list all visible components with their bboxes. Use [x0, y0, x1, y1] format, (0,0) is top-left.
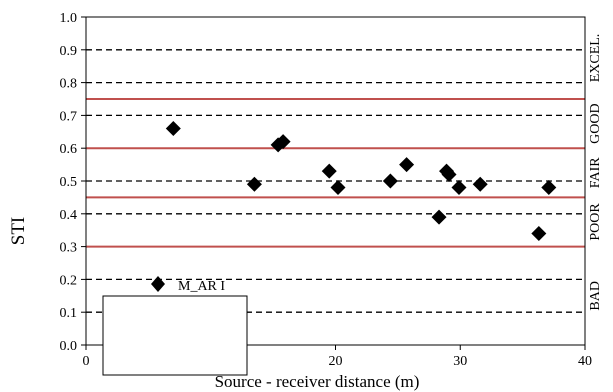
y-axis-label: STI — [8, 217, 29, 246]
data-point — [541, 180, 557, 196]
data-point — [246, 176, 262, 192]
data-point — [531, 225, 547, 241]
legend-series-label: M_AR I — [178, 279, 225, 294]
y-tick-label-7: 0.7 — [60, 109, 78, 124]
data-point — [472, 176, 488, 192]
data-point — [330, 180, 346, 196]
x-tick-label-0: 0 — [83, 354, 90, 369]
data-point — [382, 173, 398, 189]
gridlines — [86, 49, 585, 313]
legend: M_AR I — [102, 276, 248, 376]
threshold-lines — [86, 98, 585, 248]
y-tick-label-10: 1.0 — [60, 11, 78, 26]
y-tick-label-3: 0.3 — [60, 241, 78, 256]
category-labels: BAD POOR FAIR GOOD EXCEL. — [588, 34, 603, 311]
y-tick-label-6: 0.6 — [60, 142, 78, 157]
y-tick-label-4: 0.4 — [60, 208, 78, 223]
y-tick-label-5: 0.5 — [60, 175, 78, 190]
y-axis-ticks: 0.0 0.1 0.2 0.3 0.4 0.5 0.6 0.7 0.8 0.9 1.0 — [60, 11, 86, 354]
data-points — [165, 121, 557, 241]
data-point — [441, 166, 457, 182]
x-tick-label-4: 40 — [578, 354, 592, 369]
x-tick-label-3: 30 — [453, 354, 467, 369]
y-tick-label-8: 0.8 — [60, 77, 78, 92]
x-tick-label-2: 20 — [329, 354, 343, 369]
data-point — [451, 180, 467, 196]
x-axis-label: Source - receiver distance (m) — [215, 372, 420, 391]
category-label-fair: FAIR — [588, 157, 603, 189]
data-point — [431, 209, 447, 225]
y-tick-label-1: 0.1 — [60, 306, 78, 321]
data-point — [399, 157, 415, 173]
data-point — [321, 163, 337, 179]
legend-diamond-marker — [151, 276, 165, 292]
data-point — [165, 121, 181, 137]
category-label-poor: POOR — [588, 203, 603, 241]
data-point — [275, 134, 291, 150]
category-label-excel: EXCEL. — [588, 34, 603, 83]
y-tick-label-2: 0.2 — [60, 273, 78, 288]
legend-box — [102, 295, 248, 376]
y-tick-label-0: 0.0 — [60, 339, 78, 354]
category-label-good: GOOD — [588, 103, 603, 143]
y-tick-label-9: 0.9 — [60, 44, 78, 59]
category-label-bad: BAD — [588, 281, 603, 311]
